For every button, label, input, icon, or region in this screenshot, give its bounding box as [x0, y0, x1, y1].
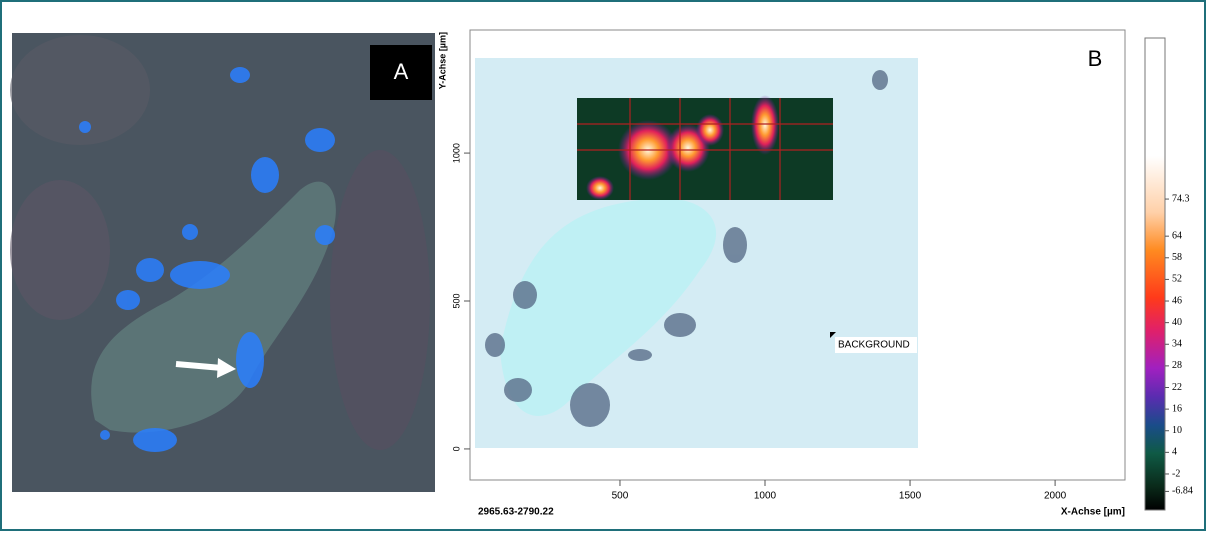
annotation: BACKGROUND — [838, 340, 910, 351]
range-label: 2965.63-2790.22 — [478, 507, 554, 518]
colorbar-tick-label: 10 — [1172, 425, 1182, 436]
x-tick-label: 500 — [612, 491, 629, 502]
colorbar-tick-label: 4 — [1172, 447, 1177, 458]
colorbar-tick-label: 58 — [1172, 252, 1182, 263]
colorbar-tick-label: 34 — [1172, 339, 1182, 350]
x-axis-label: X-Achse [µm] — [1061, 507, 1125, 518]
colorbar-tick-label: -6.84 — [1172, 486, 1193, 497]
colorbar-tick-label: 40 — [1172, 317, 1182, 328]
panel-b-image — [475, 58, 918, 448]
colorbar-tick-label: 64 — [1172, 230, 1182, 241]
colorbar-tick-label: 28 — [1172, 360, 1182, 371]
x-tick-label: 1500 — [899, 491, 922, 502]
x-tick-label: 2000 — [1044, 491, 1067, 502]
y-tick-label: 500 — [451, 293, 461, 308]
colorbar — [1145, 38, 1165, 510]
colorbar-tick-label: 52 — [1172, 274, 1182, 285]
x-tick-label: 1000 — [754, 491, 777, 502]
figure: A B BACKGROUND 2 — [0, 0, 1206, 531]
y-axis-label: Y-Achse [µm] — [437, 32, 447, 89]
y-tick-label: 0 — [451, 446, 461, 451]
y-tick-label: 1000 — [451, 143, 461, 163]
colorbar-tick-label: 46 — [1172, 295, 1182, 306]
colorbar-tick-label: 22 — [1172, 382, 1182, 393]
panel-label: B — [1088, 46, 1103, 71]
panel-label: A — [394, 59, 409, 84]
panel-a-image — [10, 33, 435, 492]
colorbar-tick-label: 16 — [1172, 403, 1182, 414]
colorbar-tick-label: 74.3 — [1172, 193, 1190, 204]
colorbar-tick-label: -2 — [1172, 468, 1180, 479]
